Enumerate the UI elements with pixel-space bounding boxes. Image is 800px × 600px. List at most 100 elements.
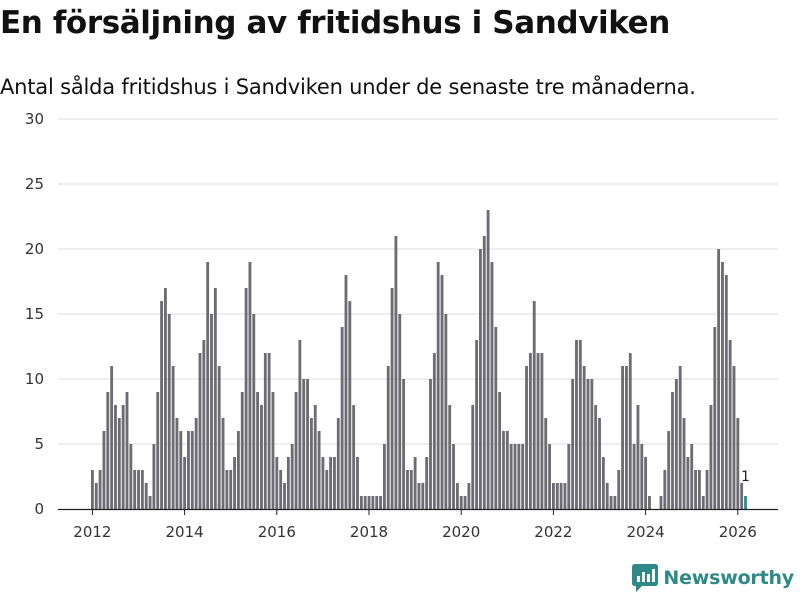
bar xyxy=(114,405,117,509)
bar xyxy=(402,379,406,509)
bar xyxy=(736,418,740,509)
bar xyxy=(717,249,721,509)
bar xyxy=(667,431,671,509)
bar xyxy=(559,483,563,509)
bar xyxy=(482,236,486,509)
bar xyxy=(498,392,502,509)
bar xyxy=(417,483,421,509)
bar xyxy=(663,470,667,509)
bar xyxy=(440,275,444,509)
bar xyxy=(248,262,252,509)
bar xyxy=(674,379,678,509)
bar xyxy=(586,379,590,509)
bar xyxy=(425,457,429,509)
bar xyxy=(640,444,644,509)
bar xyxy=(91,470,94,509)
bar xyxy=(436,262,440,509)
bar xyxy=(217,366,221,509)
bar xyxy=(129,444,133,509)
bar xyxy=(260,405,263,509)
bar xyxy=(340,327,344,509)
newsworthy-logo-text: Newsworthy xyxy=(663,567,794,589)
bar xyxy=(671,392,674,509)
bar xyxy=(394,236,398,509)
bar xyxy=(452,444,455,509)
bar xyxy=(321,457,325,509)
bar xyxy=(548,444,552,509)
y-tick-label: 30 xyxy=(25,110,44,128)
bar xyxy=(409,470,413,509)
bar xyxy=(336,418,340,509)
bar xyxy=(271,392,275,509)
bar xyxy=(313,405,317,509)
x-axis xyxy=(58,508,778,515)
bar xyxy=(121,405,125,509)
bar xyxy=(213,288,217,509)
bar xyxy=(233,457,236,509)
bar xyxy=(444,314,448,509)
bar xyxy=(298,340,302,509)
chart-title: En försäljning av fritidshus i Sandviken xyxy=(0,5,670,41)
bar xyxy=(732,366,736,509)
bar xyxy=(306,379,309,509)
bar xyxy=(694,470,697,509)
bar xyxy=(290,444,294,509)
bar xyxy=(352,405,356,509)
bar xyxy=(502,431,505,509)
bar xyxy=(601,457,605,509)
bar xyxy=(721,262,724,509)
bar xyxy=(110,366,114,509)
bar xyxy=(175,418,179,509)
bar xyxy=(521,444,525,509)
bar xyxy=(152,444,156,509)
bar xyxy=(94,483,98,509)
x-tick-label: 2014 xyxy=(166,523,204,541)
bar xyxy=(202,340,206,509)
bar xyxy=(106,392,110,509)
bar xyxy=(544,418,548,509)
newsworthy-logo-icon xyxy=(632,564,659,592)
bar xyxy=(563,483,567,509)
bar xyxy=(678,366,682,509)
bar xyxy=(490,262,494,509)
labels: 0 5 10 15 20 25 30 1 2012 2014 2016 2018 2020 2022 202… xyxy=(25,110,757,541)
bar xyxy=(590,379,594,509)
bar xyxy=(540,353,544,509)
bar xyxy=(210,314,213,509)
bar xyxy=(275,457,279,509)
bar xyxy=(609,496,613,509)
bar xyxy=(467,483,471,509)
bar xyxy=(505,431,509,509)
bar xyxy=(363,496,367,509)
bar xyxy=(571,379,575,509)
x-tick-label: 2016 xyxy=(258,523,296,541)
bar xyxy=(294,392,298,509)
bar xyxy=(325,470,329,509)
bar xyxy=(578,340,582,509)
x-tick-label: 2020 xyxy=(442,523,480,541)
latest-value-label: 1 xyxy=(741,469,750,485)
bar xyxy=(690,444,694,509)
bar xyxy=(267,353,271,509)
bar xyxy=(555,483,559,509)
bar xyxy=(705,470,709,509)
bar xyxy=(198,353,202,509)
y-tick-label: 10 xyxy=(25,370,44,388)
bar xyxy=(386,366,390,509)
x-tick-label: 2022 xyxy=(534,523,572,541)
bar xyxy=(398,314,402,509)
bar xyxy=(605,483,609,509)
bar xyxy=(494,327,498,509)
bar xyxy=(379,496,382,509)
bar xyxy=(140,470,144,509)
x-tick-label: 2026 xyxy=(719,523,757,541)
chart-subtitle: Antal sålda fritidshus i Sandviken under… xyxy=(0,75,696,99)
x-tick-label: 2024 xyxy=(627,523,665,541)
bar xyxy=(406,470,409,509)
bar xyxy=(367,496,371,509)
bar xyxy=(598,418,601,509)
bar xyxy=(244,288,248,509)
bar xyxy=(532,301,536,509)
bar xyxy=(183,457,187,509)
